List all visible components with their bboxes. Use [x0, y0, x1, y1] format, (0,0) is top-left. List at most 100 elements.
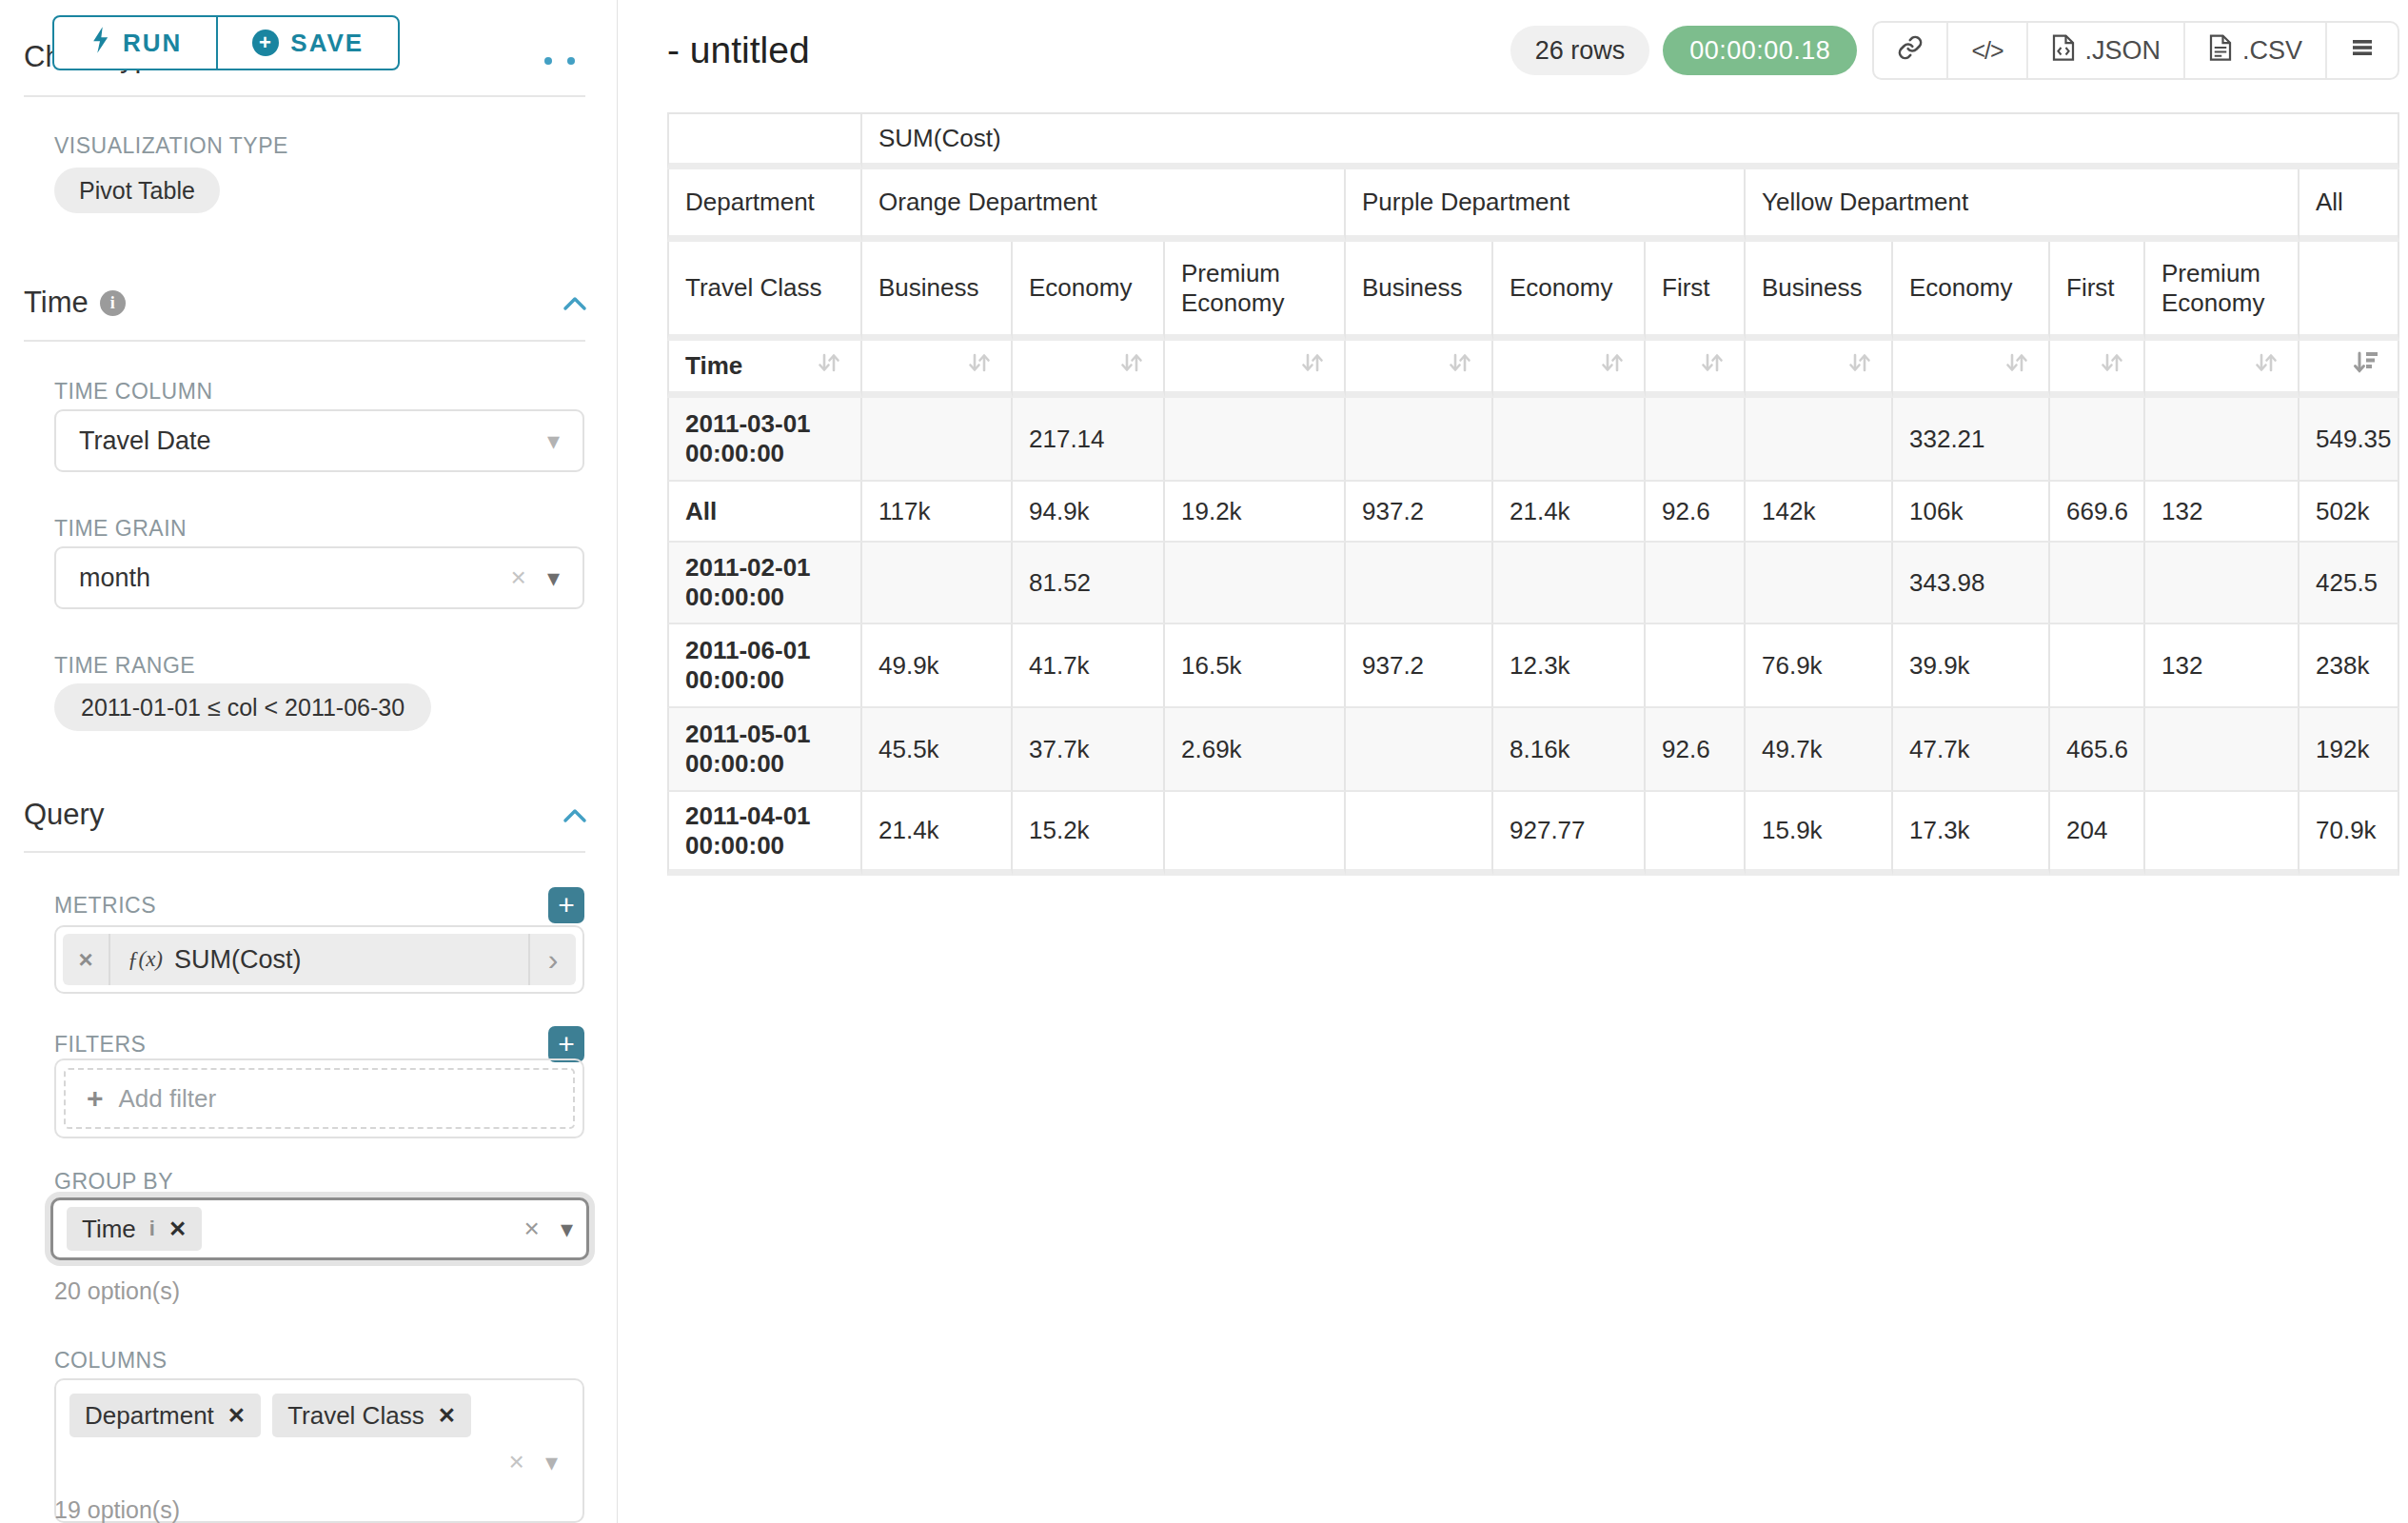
value-cell: 45.5k	[862, 708, 1013, 792]
metric-pill[interactable]: × ƒ(x) SUM(Cost) ›	[63, 934, 576, 985]
column-sort-cell[interactable]	[1746, 341, 1893, 398]
travel-class-header: Premium Economy	[1165, 242, 1346, 341]
add-filter-button[interactable]: +	[548, 1026, 584, 1062]
add-metric-button[interactable]: +	[548, 887, 584, 923]
caret-down-icon[interactable]: ▾	[545, 1450, 558, 1474]
value-cell: 217.14	[1013, 398, 1165, 482]
share-link-button[interactable]	[1874, 23, 1948, 78]
value-cell	[1493, 543, 1646, 624]
column-sort-cell[interactable]	[2299, 341, 2399, 398]
group-by-tags: Timei✕	[67, 1207, 202, 1251]
remove-tag-icon[interactable]: ✕	[227, 1403, 246, 1429]
value-cell	[1646, 398, 1746, 482]
row-header-cell: 2011-02-01 00:00:00	[667, 543, 862, 624]
section-divider	[24, 340, 585, 342]
value-cell	[1346, 792, 1493, 876]
value-cell: 76.9k	[1746, 624, 1893, 708]
value-cell: 92.6	[1646, 708, 1746, 792]
value-cell: 47.7k	[1893, 708, 2050, 792]
export-csv-label: .CSV	[2242, 36, 2302, 66]
value-cell: 927.77	[1493, 792, 1646, 876]
value-cell	[2145, 398, 2299, 482]
column-sort-cell[interactable]	[1493, 341, 1646, 398]
value-cell: 465.6	[2050, 708, 2145, 792]
chart-area: - untitled 26 rows 00:00:00.18 </> .JSO	[618, 0, 2408, 1523]
value-cell: 70.9k	[2299, 792, 2399, 876]
add-filter-dropzone[interactable]: + Add filter	[64, 1068, 575, 1129]
save-button[interactable]: + SAVE	[218, 17, 398, 69]
select-tag[interactable]: Travel Class✕	[272, 1394, 471, 1437]
column-sort-cell[interactable]	[1893, 341, 2050, 398]
value-cell	[2145, 543, 2299, 624]
run-button[interactable]: RUN	[54, 17, 218, 69]
value-cell: 8.16k	[1493, 708, 1646, 792]
value-cell: 106k	[1893, 482, 2050, 543]
clear-icon[interactable]: ×	[511, 564, 526, 591]
select-tag[interactable]: Department ✕	[69, 1394, 261, 1437]
value-cell	[1646, 624, 1746, 708]
sort-icon	[2097, 348, 2127, 384]
column-sort-cell[interactable]	[862, 341, 1013, 398]
clear-icon[interactable]: ×	[509, 1449, 524, 1475]
value-cell	[2145, 708, 2299, 792]
value-cell: 132	[2145, 624, 2299, 708]
value-cell: 142k	[1746, 482, 1893, 543]
value-cell: 425.5	[2299, 543, 2399, 624]
time-header-sort-cell[interactable]: Time	[667, 341, 862, 398]
panel-drag-handle-dot[interactable]	[544, 57, 552, 65]
remove-metric-icon[interactable]: ×	[63, 934, 110, 985]
menu-icon	[2350, 36, 2375, 66]
save-button-label: SAVE	[290, 29, 364, 58]
column-sort-cell[interactable]	[2050, 341, 2145, 398]
remove-tag-icon[interactable]: ✕	[168, 1216, 187, 1242]
column-sort-cell[interactable]	[1346, 341, 1493, 398]
menu-button[interactable]	[2327, 23, 2398, 78]
column-sort-cell[interactable]	[1013, 341, 1165, 398]
column-sort-cell[interactable]	[1646, 341, 1746, 398]
select-tag[interactable]: Timei✕	[67, 1207, 202, 1251]
viz-type-pill[interactable]: Pivot Table	[54, 168, 220, 213]
remove-tag-icon[interactable]: ✕	[438, 1403, 456, 1429]
group-by-select[interactable]: Timei✕ × ▾	[50, 1197, 589, 1260]
value-cell	[1346, 708, 1493, 792]
metric-label[interactable]: ƒ(x) SUM(Cost)	[110, 934, 528, 985]
value-cell: 17.3k	[1893, 792, 2050, 876]
panel-drag-handle-dot[interactable]	[567, 57, 575, 65]
export-json-button[interactable]: .JSON	[2028, 23, 2186, 78]
bolt-icon	[89, 26, 111, 61]
chevron-right-icon[interactable]: ›	[528, 934, 576, 985]
plus-icon: +	[87, 1082, 104, 1115]
sort-icon	[1697, 348, 1727, 384]
travel-class-header: Economy	[1893, 242, 2050, 341]
value-cell: 81.52	[1013, 543, 1165, 624]
clear-icon[interactable]: ×	[524, 1216, 540, 1242]
caret-down-icon[interactable]: ▾	[561, 1216, 573, 1241]
pivot-row: 2011-05-01 00:00:0045.5k37.7k2.69k8.16k9…	[667, 708, 2399, 792]
sort-icon	[964, 348, 995, 384]
time-column-value: Travel Date	[79, 426, 211, 456]
select-tag-label: Department	[85, 1401, 214, 1431]
run-button-label: RUN	[123, 29, 182, 58]
travel-class-header: First	[1646, 242, 1746, 341]
chevron-up-icon[interactable]	[563, 286, 587, 320]
value-cell: 204	[2050, 792, 2145, 876]
view-query-button[interactable]: </>	[1948, 23, 2027, 78]
column-sort-cell[interactable]	[2145, 341, 2299, 398]
value-cell: 238k	[2299, 624, 2399, 708]
column-sort-cell[interactable]	[1165, 341, 1346, 398]
columns-options-note: 19 option(s)	[54, 1496, 180, 1523]
travel-class-header: First	[2050, 242, 2145, 341]
value-cell: 15.9k	[1746, 792, 1893, 876]
value-cell	[862, 543, 1013, 624]
time-grain-select[interactable]: month × ▾	[54, 546, 584, 609]
column-group-header: All	[2299, 169, 2399, 242]
export-csv-button[interactable]: .CSV	[2185, 23, 2327, 78]
chevron-up-icon[interactable]	[563, 798, 587, 832]
value-cell	[1493, 398, 1646, 482]
sort-icon	[1445, 348, 1475, 384]
value-cell: 192k	[2299, 708, 2399, 792]
time-section-heading: Time i	[24, 286, 587, 320]
metric-header-cell: SUM(Cost)	[862, 112, 2399, 169]
time-range-pill[interactable]: 2011-01-01 ≤ col < 2011-06-30	[54, 683, 431, 731]
time-column-select[interactable]: Travel Date ▾	[54, 409, 584, 472]
